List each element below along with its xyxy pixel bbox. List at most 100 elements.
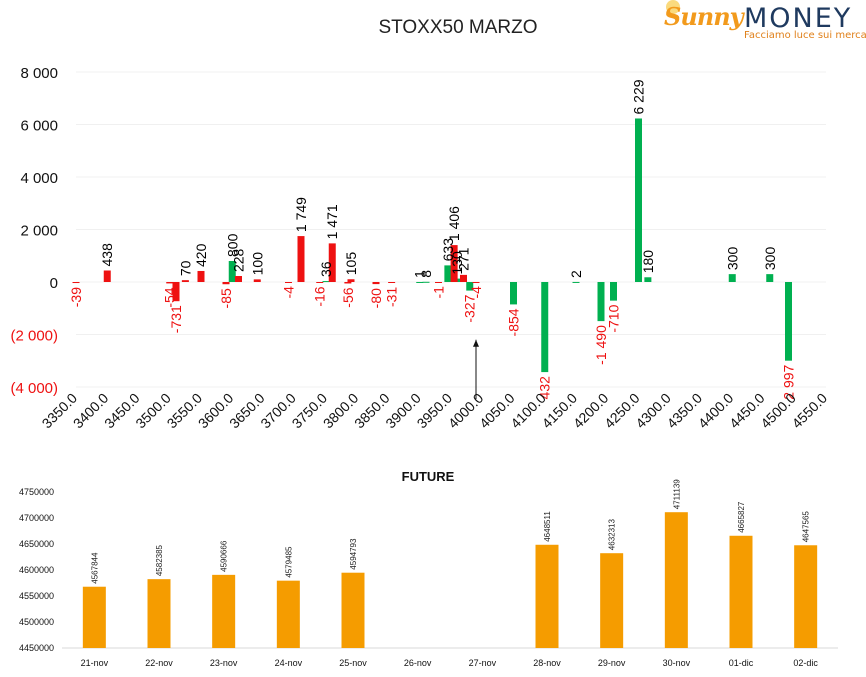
bar: [388, 282, 396, 283]
data-label: 36: [318, 261, 334, 277]
data-label: 105: [343, 252, 359, 276]
data-label: -16: [312, 286, 328, 306]
bar: [347, 279, 355, 282]
x-tick-label: 26-nov: [404, 658, 432, 668]
stoxx50-options-chart: STOXX50 MARZO (4 000) (2 000) 0 2 000 4 000 6…: [10, 17, 830, 431]
bar: [147, 579, 171, 648]
bar: [535, 544, 559, 648]
data-label: 70: [177, 260, 193, 276]
data-label: -1 490: [593, 325, 609, 365]
data-label: 1 406: [446, 206, 462, 241]
bar: [228, 261, 236, 282]
y-tick-label: 4650000: [19, 539, 54, 549]
y-tick-label: 4550000: [19, 591, 54, 601]
bar: [664, 512, 688, 648]
data-label: 4594793: [349, 538, 358, 570]
bar: [197, 270, 205, 282]
bar: [450, 245, 458, 282]
x-tick-label: 25-nov: [339, 658, 367, 668]
bar: [597, 282, 605, 322]
bar: [794, 545, 818, 648]
chart-title: STOXX50 MARZO: [378, 17, 537, 38]
y-tick-label: 4500000: [19, 617, 54, 627]
bar: [766, 274, 774, 282]
bar: [644, 277, 652, 282]
data-label: 4582385: [155, 544, 164, 576]
y-tick-label: 4450000: [19, 643, 54, 653]
data-label: 420: [193, 243, 209, 267]
data-label: 4632313: [608, 519, 617, 551]
bars: [82, 512, 818, 648]
y-tick-label: 4750000: [19, 487, 54, 497]
data-label: 4665827: [737, 501, 746, 533]
bar: [729, 535, 753, 648]
x-tick-label: 21-nov: [81, 658, 109, 668]
x-tick-label: 01-dic: [729, 658, 754, 668]
x-axis: 3350.03400.03450.03500.03550.03600.03650…: [39, 390, 831, 432]
logo-money: MONEY: [744, 3, 853, 34]
logo-tagline: Facciamo luce sui mercati: [744, 30, 866, 41]
data-label: 800: [224, 233, 240, 257]
y-tick-label: 0: [50, 275, 58, 292]
bar: [635, 118, 642, 283]
bar: [435, 282, 442, 283]
data-label: -39: [68, 287, 84, 307]
bar: [172, 282, 180, 302]
bar: [341, 572, 365, 648]
data-label: -327: [462, 294, 478, 322]
data-label: 2: [568, 270, 584, 278]
bar: [728, 274, 736, 282]
bar: [212, 574, 236, 648]
y-tick-label: 4 000: [20, 170, 58, 187]
bar: [181, 280, 189, 282]
bar: [785, 282, 792, 361]
bar: [276, 580, 300, 648]
bar: [572, 281, 580, 283]
data-label: 6 229: [631, 79, 647, 114]
data-label: -4: [468, 286, 484, 299]
data-label: -80: [368, 288, 384, 308]
bar: [328, 243, 336, 282]
x-tick-label: 30-nov: [663, 658, 691, 668]
bar: [510, 282, 517, 305]
x-tick-label: 24-nov: [275, 658, 303, 668]
data-label: 4579485: [284, 546, 293, 578]
bar: [82, 586, 106, 648]
y-tick-label: 4700000: [19, 513, 54, 523]
data-label: 300: [724, 247, 740, 271]
y-axis: (4 000) (2 000) 0 2 000 4 000 6 000 8 000: [10, 65, 58, 397]
bar: [422, 281, 430, 283]
data-label: 1 749: [293, 197, 309, 232]
future-chart: FUTURE 4450000 4500000 4550000 4600000 46500…: [19, 469, 838, 668]
arrow-head: [473, 339, 479, 347]
bar: [103, 270, 111, 282]
logo-sunny: Sunny: [664, 2, 744, 31]
data-label: 228: [231, 248, 247, 272]
data-label: 300: [762, 247, 778, 271]
y-tick-label: 8 000: [20, 65, 58, 82]
bar: [372, 282, 380, 285]
bar: [166, 282, 174, 284]
x-tick-label: 22-nov: [145, 658, 173, 668]
data-label: 130: [449, 251, 465, 275]
arrow-annotation: [473, 339, 479, 399]
data-label: 633: [440, 238, 456, 262]
data-label: -854: [506, 308, 522, 336]
bar: [285, 282, 292, 283]
bar: [460, 274, 467, 282]
data-label: 8: [418, 270, 434, 278]
data-label: -54: [162, 287, 178, 307]
data-label: -85: [218, 288, 234, 308]
bar: [472, 282, 480, 283]
data-label: -1: [431, 286, 447, 299]
data-label: 432: [537, 376, 553, 400]
data-label: 438: [99, 243, 115, 267]
bar: [466, 282, 474, 291]
data-label: 271: [456, 247, 472, 271]
sun-icon: [666, 0, 680, 14]
bar: [72, 282, 80, 284]
data-labels: 4567844 4582385 4590666 4579485 4594793 46485…: [90, 479, 810, 584]
data-label: 2 997: [781, 364, 797, 399]
